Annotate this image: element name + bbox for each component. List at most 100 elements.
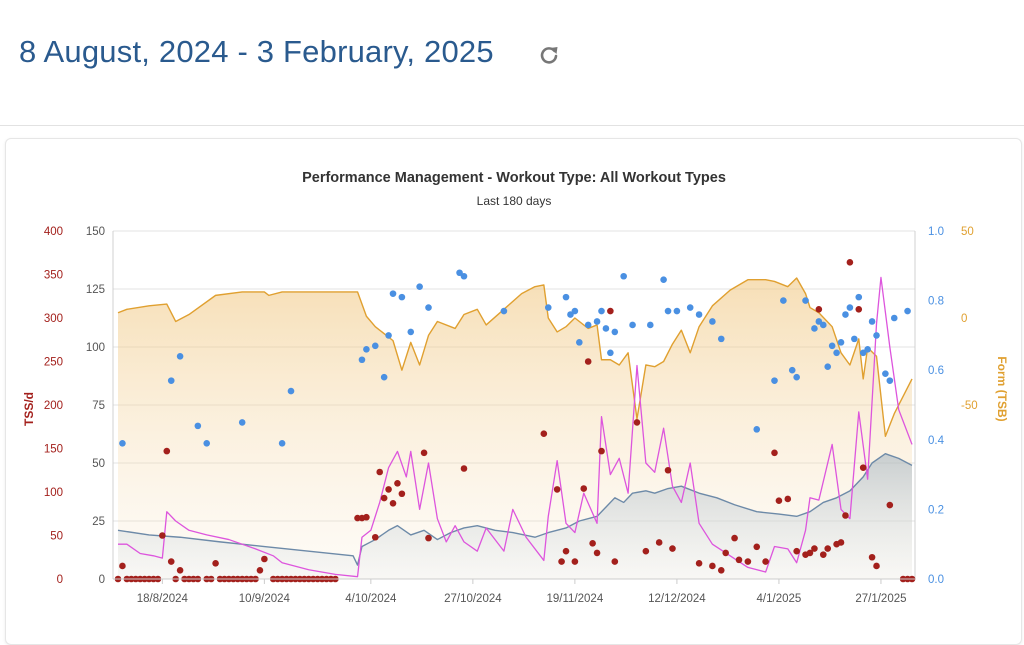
- tss-point: [771, 449, 778, 457]
- tss-point: [669, 545, 676, 552]
- tss-point: [642, 547, 650, 555]
- form-line: [117, 277, 913, 438]
- tss-point: [580, 485, 588, 492]
- intensity-point: [598, 307, 605, 315]
- tss-point: [753, 543, 761, 551]
- tss-point: [460, 465, 468, 472]
- intensity-point: [584, 321, 592, 329]
- form-tick-label: -50: [961, 400, 978, 412]
- intensity-point: [673, 307, 681, 315]
- tss-point: [846, 259, 854, 266]
- intensity-point: [646, 321, 654, 329]
- tss-point: [717, 567, 725, 574]
- intensity-point: [824, 363, 832, 371]
- intensity-point: [287, 387, 295, 395]
- chart-subtitle: Last 180 days: [477, 194, 552, 208]
- tss-point: [607, 307, 614, 315]
- intensity-point: [593, 318, 601, 325]
- intensity-point: [890, 314, 898, 322]
- intensity-point: [416, 283, 423, 290]
- form-tick-label: 50: [961, 226, 974, 238]
- intensity-point: [664, 307, 672, 315]
- intensity-point: [886, 377, 894, 384]
- tss-tick-label: 300: [44, 313, 63, 325]
- x-tick-label: 12/12/2024: [648, 593, 706, 605]
- point-layer: [114, 259, 916, 583]
- tss-point: [261, 555, 268, 563]
- tss-point: [886, 501, 894, 509]
- tss-tick-label: 200: [44, 400, 63, 412]
- intensity-tick-label: 1.0: [928, 226, 944, 238]
- intensity-tick-label: 0.0: [928, 574, 944, 586]
- form-tick-label: 0: [961, 313, 967, 325]
- intensity-point: [611, 328, 619, 336]
- tss-point: [571, 558, 579, 565]
- tss-point: [784, 495, 792, 503]
- tss-axis-title: TSS/d: [22, 392, 36, 426]
- tss-point: [633, 419, 641, 426]
- tss-point: [425, 534, 432, 542]
- tss-point: [562, 547, 570, 555]
- intensity-point: [819, 321, 827, 329]
- intensity-point: [873, 332, 880, 339]
- tss-point: [558, 558, 565, 565]
- tss-point: [163, 447, 171, 455]
- intensity-point: [562, 293, 570, 301]
- tss-point: [398, 490, 406, 498]
- chart-title: Performance Management - Workout Type: A…: [302, 170, 726, 186]
- tss-point: [385, 486, 392, 493]
- fatigue-line: [118, 276, 913, 578]
- tss-point: [380, 494, 388, 502]
- tss-tick-label: 150: [44, 444, 63, 456]
- intensity-point: [194, 422, 202, 430]
- fitness-tick-label: 25: [92, 516, 105, 528]
- tss-point: [167, 558, 175, 565]
- intensity-tick-label: 0.6: [928, 365, 944, 377]
- intensity-point: [620, 272, 627, 280]
- x-tick-label: 27/1/2025: [855, 593, 906, 605]
- x-tick-label: 27/10/2024: [444, 593, 502, 605]
- tss-point: [371, 533, 379, 541]
- tss-point: [540, 430, 548, 438]
- intensity-point: [837, 339, 845, 346]
- tss-point: [363, 513, 370, 521]
- intensity-point: [788, 366, 796, 374]
- tss-point: [212, 560, 219, 567]
- intensity-point: [629, 321, 636, 329]
- intensity-tick-label: 0.2: [928, 504, 944, 516]
- x-tick-label: 19/11/2024: [547, 593, 604, 605]
- tss-tick-label: 0: [57, 574, 63, 586]
- tss-point: [584, 358, 592, 365]
- tss-point: [376, 468, 384, 476]
- tss-point: [256, 567, 264, 574]
- intensity-point: [864, 346, 871, 353]
- x-tick-label: 10/9/2024: [239, 593, 291, 605]
- intensity-point: [363, 346, 370, 353]
- tss-point: [394, 480, 401, 487]
- intensity-point: [753, 426, 761, 433]
- intensity-point: [607, 349, 614, 357]
- tss-point: [775, 497, 783, 505]
- intensity-point: [389, 290, 397, 297]
- fitness-tick-label: 100: [86, 342, 105, 354]
- performance-chart: Performance Management - Workout Type: A…: [22, 170, 1009, 605]
- refresh-icon[interactable]: [538, 44, 560, 66]
- tss-point: [842, 512, 849, 519]
- tss-point: [593, 549, 601, 557]
- tss-point: [695, 560, 703, 567]
- intensity-point: [855, 293, 863, 301]
- intensity-point: [460, 272, 468, 280]
- fitness-tick-label: 125: [86, 284, 105, 296]
- fitness-tick-label: 50: [92, 458, 105, 470]
- tss-point: [859, 464, 867, 471]
- intensity-point: [815, 318, 823, 325]
- intensity-point: [882, 370, 889, 377]
- intensity-point: [203, 439, 211, 447]
- x-tick-label: 4/10/2024: [345, 593, 397, 605]
- intensity-point: [695, 311, 703, 318]
- tss-point: [806, 549, 814, 557]
- area-layer: [118, 277, 912, 579]
- tss-point: [793, 547, 800, 555]
- intensity-point: [709, 318, 716, 325]
- tss-point: [811, 545, 818, 552]
